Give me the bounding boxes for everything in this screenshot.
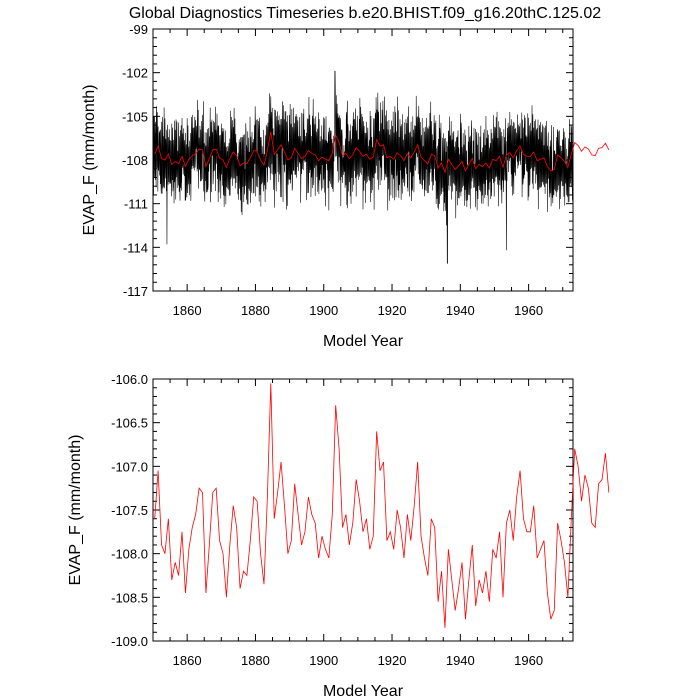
top-y-ticks: -99 -102 -105 -108 -111 -114 -117 [122,22,573,299]
y-tick-label: -108.5 [111,590,148,605]
monthly-line [152,70,574,264]
y-tick-label: -107.0 [111,459,148,474]
x-tick-label: 1920 [378,653,407,668]
x-tick-label: 1940 [446,303,475,318]
monthly-series [152,70,574,264]
x-tick-label: 1900 [309,303,338,318]
x-tick-label: 1860 [173,303,202,318]
y-tick-label: -106.0 [111,372,148,387]
bottom-annual-plot: -106.0 -106.5 -107.0 -107.5 -108.0 -108.5 -109… [67,372,610,700]
bottom-x-axis-label: Model Year [323,683,404,700]
x-tick-label: 1880 [241,303,270,318]
y-tick-label: -105 [122,109,148,124]
top-y-axis-label: EVAP_F (mm/month) [81,85,98,236]
x-tick-label: 1940 [446,653,475,668]
top-timeseries-plot: -99 -102 -105 -108 -111 -114 -117 1860 1880 1900… [81,22,610,350]
x-tick-label: 1900 [309,653,338,668]
annual-mean-line [154,131,610,174]
y-tick-label: -111 [124,197,148,212]
y-tick-label: -108 [122,153,148,168]
y-tick-label: -114 [123,240,148,255]
x-tick-label: 1920 [378,303,407,318]
x-tick-label: 1880 [241,653,270,668]
chart-title: Global Diagnostics Timeseries b.e20.BHIS… [129,5,601,22]
y-tick-label: -117 [123,284,148,299]
bottom-x-ticks: 1860 1880 1900 1920 1940 1960 [152,379,564,668]
y-tick-label: -102 [122,66,148,81]
x-tick-label: 1960 [514,303,543,318]
y-tick-label: -108.0 [111,547,148,562]
x-tick-label: 1960 [514,653,543,668]
annual-mean-series [154,383,610,628]
x-tick-label: 1860 [173,653,202,668]
top-x-axis-label: Model Year [323,333,404,350]
annual-mean-series [154,131,610,174]
y-tick-label: -99 [129,22,148,37]
y-tick-label: -109.0 [111,634,148,649]
y-tick-label: -107.5 [111,503,148,518]
top-x-ticks: 1860 1880 1900 1920 1940 1960 [152,29,564,318]
bottom-y-axis-label: EVAP_F (mm/month) [67,435,84,586]
y-tick-label: -106.5 [111,416,148,431]
annual-mean-line [154,383,610,628]
